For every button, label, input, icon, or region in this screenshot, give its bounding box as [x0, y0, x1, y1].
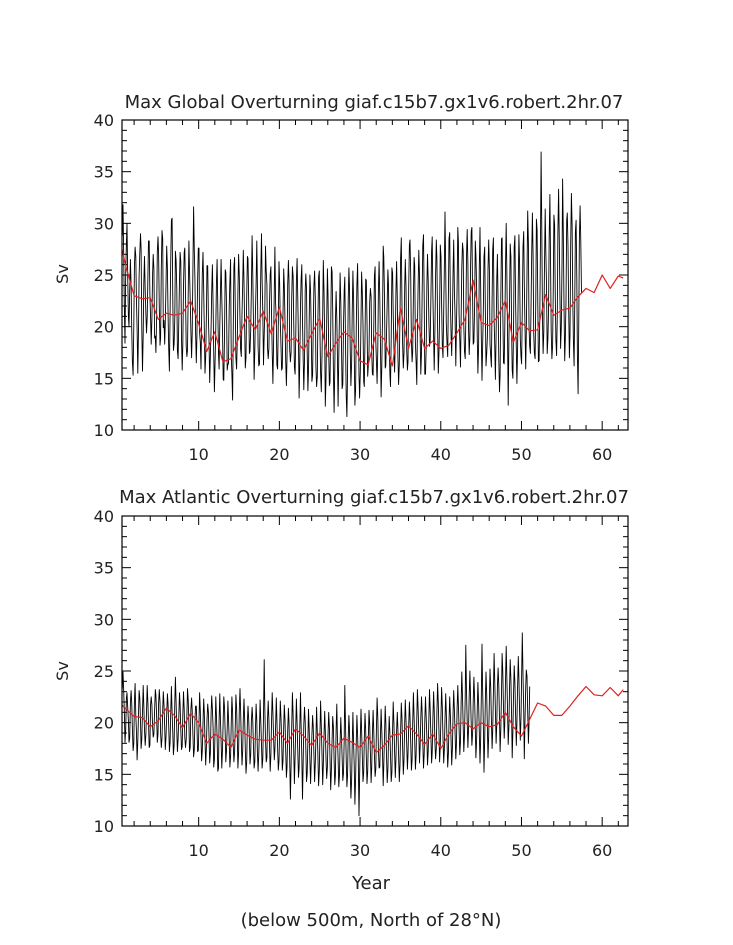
- axis-ticks: [122, 515, 628, 827]
- y-tick-label: 15: [94, 369, 114, 388]
- chart-title: Max Global Overturning giaf.c15b7.gx1v6.…: [125, 92, 624, 113]
- y-tick-label: 30: [94, 214, 114, 233]
- y-tick-label: 20: [94, 318, 114, 337]
- chart-title: Max Atlantic Overturning giaf.c15b7.gx1v…: [119, 487, 629, 508]
- x-tick-label: 20: [269, 841, 289, 860]
- x-tick-labels: 10 20 30 40 50 60: [188, 445, 612, 464]
- plot-frame: [121, 515, 629, 827]
- x-tick-label: 40: [431, 445, 451, 464]
- atlantic-overturning-panel: Max Atlantic Overturning giaf.c15b7.gx1v…: [53, 487, 629, 931]
- footnote: (below 500m, North of 28°N): [241, 910, 502, 931]
- x-tick-label: 30: [350, 841, 370, 860]
- y-tick-label: 15: [94, 765, 114, 784]
- x-tick-label: 20: [269, 445, 289, 464]
- y-tick-label: 35: [94, 559, 114, 578]
- annual-mean-line: [121, 685, 624, 754]
- y-tick-label: 20: [94, 714, 114, 733]
- plot-frame: [121, 119, 629, 431]
- y-axis-label: Sv: [53, 661, 72, 681]
- x-tick-label: 30: [350, 445, 370, 464]
- y-tick-label: 25: [94, 266, 114, 285]
- y-tick-label: 40: [94, 111, 114, 130]
- x-tick-label: 10: [188, 841, 208, 860]
- series-layer: [121, 632, 624, 817]
- y-tick-label: 35: [94, 163, 114, 182]
- global-overturning-panel: Max Global Overturning giaf.c15b7.gx1v6.…: [53, 92, 629, 464]
- x-axis-label: Year: [351, 873, 391, 894]
- x-tick-label: 10: [188, 445, 208, 464]
- y-tick-label: 25: [94, 662, 114, 681]
- y-tick-labels: 10 15 20 25 30 35 40: [94, 111, 114, 440]
- y-tick-label: 10: [94, 817, 114, 836]
- y-axis-label: Sv: [53, 264, 72, 284]
- monthly-series-line: [121, 151, 582, 418]
- annual-mean-line: [121, 249, 624, 367]
- series-layer: [121, 151, 624, 418]
- x-tick-label: 50: [511, 841, 531, 860]
- x-tick-labels: 10 20 30 40 50 60: [188, 841, 612, 860]
- monthly-series-line: [121, 632, 531, 817]
- x-tick-label: 40: [431, 841, 451, 860]
- y-tick-labels: 10 15 20 25 30 35 40: [94, 507, 114, 836]
- x-tick-label: 60: [592, 445, 612, 464]
- y-tick-label: 30: [94, 610, 114, 629]
- y-tick-label: 10: [94, 421, 114, 440]
- x-tick-label: 50: [511, 445, 531, 464]
- y-tick-label: 40: [94, 507, 114, 526]
- x-tick-label: 60: [592, 841, 612, 860]
